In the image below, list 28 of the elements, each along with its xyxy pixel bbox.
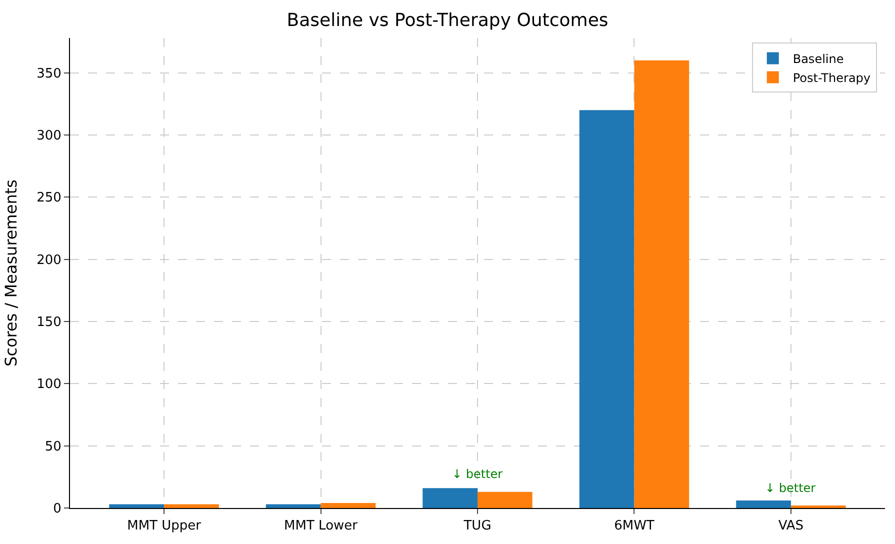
x-tick-label: MMT Lower [284,518,358,534]
x-tick-label: TUG [462,518,492,534]
y-tick-label: 0 [53,502,62,517]
bar [266,504,321,508]
y-tick-label: 100 [36,377,62,392]
annotation: ↓ better [765,481,816,495]
y-tick-label: 250 [36,190,62,206]
bar [478,492,532,508]
annotation: ↓ better [452,467,503,481]
bar [736,500,791,508]
y-tick-label: 300 [36,128,62,144]
y-axis-title: Scores / Measurements [1,180,20,366]
bar [109,504,164,508]
y-tick-label: 50 [44,439,62,454]
bar [634,60,690,508]
bar [579,110,634,508]
legend-label: Baseline [792,52,844,66]
y-tick-label: 200 [36,252,62,268]
x-tick-label: MMT Upper [127,518,202,534]
y-tick-label: 350 [36,66,62,82]
y-tick-label: 150 [36,315,62,330]
bar [164,504,219,508]
bar [320,503,376,508]
x-tick-label: VAS [778,518,804,534]
x-tick-label: 6MWT [614,518,654,534]
chart-title: Baseline vs Post-Therapy Outcomes [286,10,608,32]
bar [422,488,478,508]
legend-label: Post-Therapy [792,70,871,85]
